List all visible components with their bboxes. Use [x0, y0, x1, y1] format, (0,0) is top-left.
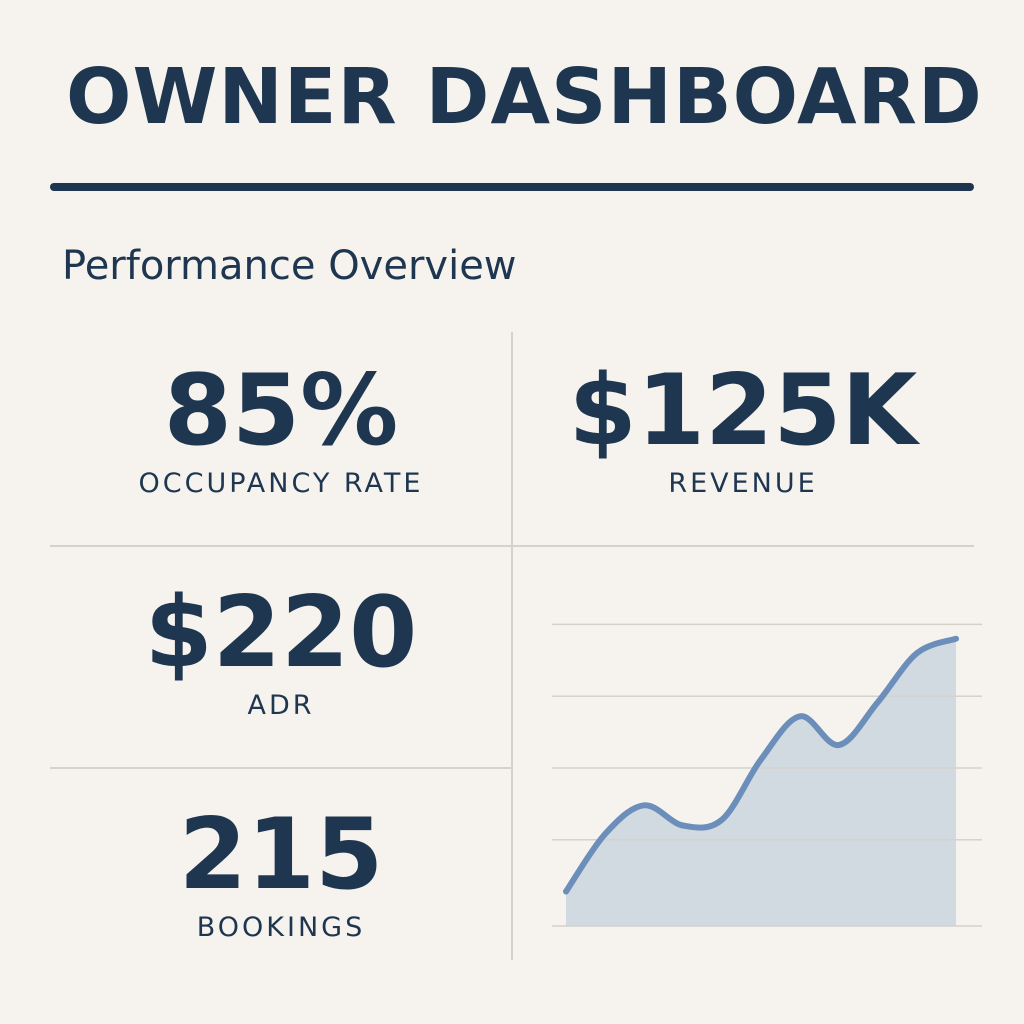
chart-area-fill [566, 638, 956, 926]
adr-label: ADR [247, 690, 315, 721]
section-title: Performance Overview [62, 243, 517, 289]
adr-value: $220 [144, 576, 418, 690]
vertical-divider [511, 332, 513, 960]
revenue-value: $125K [568, 354, 918, 468]
revenue-label: REVENUE [668, 468, 818, 499]
page-title: OWNER DASHBOARD [66, 53, 983, 142]
metric-occupancy: 85% OCCUPANCY RATE [50, 356, 512, 502]
horizontal-divider-top [50, 545, 974, 547]
horizontal-divider-left [50, 767, 512, 769]
bookings-value: 215 [178, 798, 384, 912]
metric-adr: $220 ADR [50, 578, 512, 724]
metric-revenue: $125K REVENUE [512, 356, 974, 502]
title-underline [50, 183, 974, 191]
trend-chart [552, 623, 982, 927]
bookings-label: BOOKINGS [196, 912, 366, 943]
metric-bookings: 215 BOOKINGS [50, 800, 512, 946]
occupancy-label: OCCUPANCY RATE [138, 468, 424, 499]
occupancy-value: 85% [163, 354, 399, 468]
